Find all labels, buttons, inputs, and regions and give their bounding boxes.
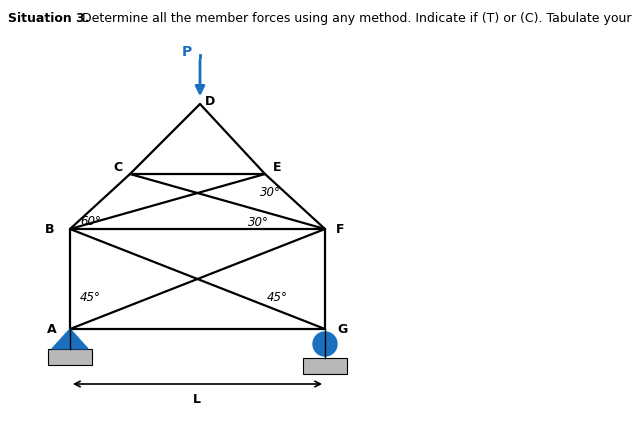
Bar — [303, 358, 347, 374]
Text: E: E — [273, 161, 281, 174]
Text: A: A — [47, 323, 57, 336]
Text: C: C — [113, 161, 123, 174]
Text: Determine all the member forces using any method. Indicate if (T) or (C). Tabula: Determine all the member forces using an… — [78, 12, 632, 25]
Text: L: L — [193, 393, 201, 405]
Polygon shape — [52, 329, 88, 349]
Text: F: F — [336, 223, 344, 236]
Text: 30°: 30° — [248, 216, 269, 229]
Text: Situation 3.: Situation 3. — [8, 12, 90, 25]
Text: 45°: 45° — [80, 291, 101, 304]
Text: G: G — [337, 323, 347, 336]
Text: 45°: 45° — [267, 291, 288, 304]
Text: P: P — [182, 45, 192, 59]
Text: 60°: 60° — [80, 215, 101, 228]
Circle shape — [313, 332, 337, 356]
Text: D: D — [205, 95, 215, 108]
Bar — [48, 349, 92, 365]
Text: B: B — [46, 223, 55, 236]
Text: 30°: 30° — [260, 186, 281, 199]
